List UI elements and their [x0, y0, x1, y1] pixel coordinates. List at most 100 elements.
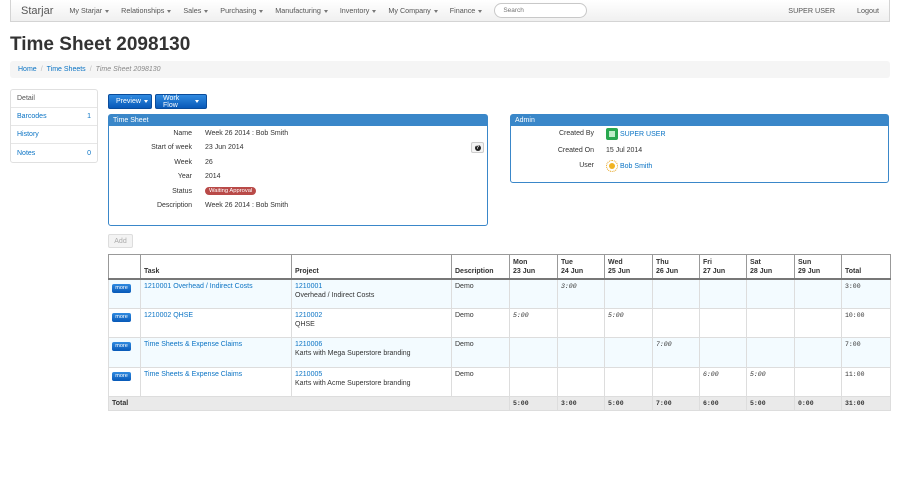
- wed-hours[interactable]: [604, 278, 653, 309]
- breadcrumb-home[interactable]: Home: [18, 66, 37, 73]
- tue-hours[interactable]: [557, 337, 605, 368]
- menu-my-starjar[interactable]: My Starjar: [63, 6, 115, 15]
- header-sat[interactable]: Sat 28 Jun: [746, 254, 795, 280]
- project-link[interactable]: 1210006: [295, 341, 323, 348]
- table-row: more 1210001 Overhead / Indirect Costs 1…: [108, 278, 891, 309]
- tue-hours[interactable]: [557, 367, 605, 397]
- fri-hours[interactable]: [699, 337, 747, 368]
- wed-hours[interactable]: [604, 337, 653, 368]
- header-description[interactable]: Description: [451, 254, 510, 280]
- project-link[interactable]: 1210002: [295, 311, 323, 319]
- header-task[interactable]: Task: [140, 254, 292, 280]
- sidebar-item-detail[interactable]: Detail: [11, 90, 97, 108]
- sun-hours[interactable]: [794, 308, 842, 338]
- footer-thu-total: 7:00: [652, 396, 700, 411]
- help-icon[interactable]: ?: [471, 142, 484, 153]
- header-total[interactable]: Total: [841, 254, 891, 280]
- sat-hours[interactable]: [746, 308, 795, 338]
- task-link[interactable]: Time Sheets & Expense Claims: [144, 341, 243, 348]
- more-button[interactable]: more: [112, 283, 131, 293]
- breadcrumb-separator: /: [40, 66, 43, 73]
- chevron-down-icon: [323, 9, 328, 13]
- sidebar-item-barcodes[interactable]: Barcodes 1: [11, 108, 97, 126]
- task-link[interactable]: Time Sheets & Expense Claims: [144, 370, 243, 378]
- thu-hours[interactable]: [652, 367, 700, 397]
- fri-hours[interactable]: 6:00: [699, 367, 747, 397]
- name-value: Week 26 2014 : Bob Smith: [205, 130, 289, 137]
- chevron-down-icon: [167, 9, 172, 13]
- start-of-week-value: 23 Jun 2014: [205, 144, 244, 151]
- top-navbar: Starjar My Starjar Relationships Sales P…: [10, 0, 890, 22]
- table-footer-row: Total 5:00 3:00 5:00 7:00 6:00 5:00 0:00…: [108, 396, 891, 411]
- chevron-down-icon: [433, 9, 438, 13]
- wed-hours[interactable]: 5:00: [604, 308, 653, 338]
- user-link[interactable]: Bob Smith: [620, 162, 653, 170]
- fri-hours[interactable]: [699, 278, 747, 309]
- wed-hours[interactable]: [604, 367, 653, 397]
- status-label: Status: [172, 188, 192, 195]
- preview-button[interactable]: Preview: [108, 94, 152, 109]
- header-sun[interactable]: Sun 29 Jun: [794, 254, 842, 280]
- header-project[interactable]: Project: [291, 254, 452, 280]
- tue-hours[interactable]: [557, 308, 605, 338]
- header-wed[interactable]: Wed 25 Jun: [604, 254, 653, 280]
- project-link[interactable]: 1210001: [295, 282, 323, 290]
- logout-link[interactable]: Logout: [857, 6, 879, 15]
- thu-hours[interactable]: [652, 308, 700, 338]
- search-input[interactable]: [494, 3, 588, 18]
- task-link[interactable]: 1210001 Overhead / Indirect Costs: [144, 282, 253, 290]
- menu-finance[interactable]: Finance: [444, 6, 489, 15]
- chevron-down-icon: [204, 9, 209, 13]
- year-label: Year: [177, 173, 192, 180]
- sidebar-item-notes[interactable]: Notes 0: [17, 149, 91, 157]
- sun-hours[interactable]: [794, 367, 842, 397]
- timesheet-table: Task Project Description Mon 23 Jun Tue 24…: [108, 254, 891, 411]
- task-link[interactable]: 1210002 QHSE: [144, 311, 194, 319]
- menu-manufacturing[interactable]: Manufacturing: [269, 6, 334, 15]
- header-tue[interactable]: Tue 24 Jun: [557, 254, 605, 280]
- sat-hours[interactable]: [746, 337, 795, 368]
- tue-hours[interactable]: 3:00: [557, 278, 605, 309]
- mon-hours[interactable]: [509, 337, 558, 368]
- mon-hours[interactable]: [509, 367, 558, 397]
- sat-hours[interactable]: [746, 278, 795, 309]
- thu-hours[interactable]: [652, 278, 700, 309]
- sun-hours[interactable]: [794, 337, 842, 368]
- user-value: Bob Smith: [606, 160, 652, 172]
- more-button[interactable]: more: [112, 342, 131, 351]
- mon-hours[interactable]: 5:00: [509, 308, 558, 338]
- sat-hours[interactable]: 5:00: [746, 367, 795, 397]
- sun-hours[interactable]: [794, 278, 842, 309]
- week-value: 26: [205, 159, 213, 166]
- fri-hours[interactable]: [699, 308, 747, 338]
- brand-logo[interactable]: Starjar: [21, 4, 54, 17]
- user-menu[interactable]: SUPER USER: [788, 6, 836, 15]
- menu-sales[interactable]: Sales: [177, 6, 214, 15]
- notes-count: 0: [87, 149, 91, 157]
- created-by-link[interactable]: SUPER USER: [620, 130, 666, 138]
- created-on-value: 15 Jul 2014: [606, 147, 643, 154]
- mon-hours[interactable]: [509, 278, 558, 309]
- chevron-down-icon: [105, 9, 110, 13]
- start-of-week-label: Start of week: [151, 144, 192, 151]
- workflow-button[interactable]: Work Flow: [155, 94, 207, 109]
- admin-panel: Admin Created By SUPER USER Created On 1…: [510, 114, 889, 183]
- breadcrumb-time-sheets[interactable]: Time Sheets: [46, 66, 86, 73]
- table-row: more 1210002 QHSE 1210002 QHSE Demo 5:00 …: [108, 308, 891, 338]
- header-thu[interactable]: Thu 26 Jun: [652, 254, 700, 280]
- menu-relationships[interactable]: Relationships: [115, 6, 177, 15]
- menu-purchasing[interactable]: Purchasing: [214, 6, 269, 15]
- sidebar-item-history[interactable]: History: [11, 126, 97, 144]
- header-mon[interactable]: Mon 23 Jun: [509, 254, 558, 280]
- more-button[interactable]: more: [112, 371, 131, 381]
- menu-my-company[interactable]: My Company: [382, 6, 443, 15]
- header-fri[interactable]: Fri 27 Jun: [699, 254, 747, 280]
- thu-hours[interactable]: 7:00: [652, 337, 700, 368]
- menu-inventory[interactable]: Inventory: [334, 6, 383, 15]
- project-link[interactable]: 1210005: [295, 370, 323, 378]
- footer-wed-total: 5:00: [604, 396, 653, 411]
- row-total: 3:00: [841, 278, 891, 309]
- add-button[interactable]: Add: [108, 234, 133, 248]
- chevron-down-icon: [372, 9, 377, 13]
- more-button[interactable]: more: [112, 312, 131, 322]
